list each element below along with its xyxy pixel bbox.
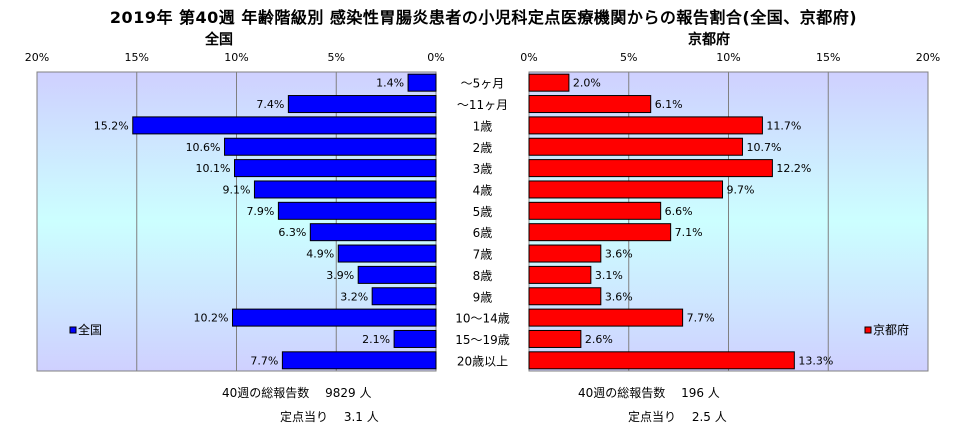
national-bar [309, 223, 437, 242]
national-tick-label: 10% [224, 51, 248, 64]
kyoto-value-label: 3.1% [595, 269, 623, 282]
age-category-label: 4歳 [473, 183, 493, 197]
age-category-label: 5歳 [473, 205, 493, 219]
national-bar [393, 329, 437, 348]
national-value-label: 4.9% [306, 248, 334, 261]
age-category-label: ～5ヶ月 [461, 77, 505, 91]
kyoto-legend-label: 京都府 [873, 322, 909, 337]
national-value-label: 2.1% [362, 333, 390, 346]
age-category-label: 7歳 [473, 248, 493, 262]
national-tick-label: 15% [125, 51, 149, 64]
age-category-label: 8歳 [473, 269, 493, 283]
national-total-reports: 40週の総報告数 9829 人 [222, 386, 372, 400]
age-category-label: 9歳 [473, 290, 493, 304]
kyoto-value-label: 3.6% [605, 248, 633, 261]
national-panel-title: 全国 [205, 32, 233, 48]
kyoto-total-reports: 40週の総報告数 196 人 [578, 386, 720, 400]
kyoto-value-label: 9.7% [727, 183, 755, 196]
chart-title: 2019年 第40週 年齢階級別 感染性胃腸炎患者の小児科定点医療機関からの報告… [109, 8, 858, 27]
kyoto-value-label: 13.3% [798, 354, 833, 367]
kyoto-value-label: 11.7% [766, 119, 801, 132]
age-category-label: 10～14歳 [455, 312, 510, 326]
kyoto-bar [528, 95, 652, 114]
kyoto-tick-label: 0% [520, 51, 537, 64]
kyoto-bar [528, 287, 602, 306]
national-bar [337, 244, 437, 263]
kyoto-tick-label: 15% [816, 51, 840, 64]
national-value-label: 7.7% [250, 354, 278, 367]
kyoto-value-label: 2.0% [573, 77, 601, 90]
national-bar [357, 265, 437, 284]
national-legend-swatch [69, 326, 77, 334]
national-bar [371, 287, 437, 306]
kyoto-value-label: 6.6% [665, 205, 693, 218]
kyoto-bar [528, 308, 684, 327]
national-bar [287, 95, 437, 114]
age-category-label: ～11ヶ月 [457, 98, 508, 112]
age-category-label: 6歳 [473, 226, 493, 240]
national-value-label: 3.2% [340, 290, 368, 303]
national-bar [132, 116, 437, 135]
national-value-label: 9.1% [223, 183, 251, 196]
age-category-label: 20歳以上 [457, 354, 508, 368]
kyoto-bar [528, 201, 662, 220]
kyoto-bar [528, 73, 570, 92]
national-value-label: 1.4% [376, 77, 404, 90]
national-bar [234, 159, 437, 178]
kyoto-bar [528, 116, 763, 135]
kyoto-tick-label: 20% [916, 51, 940, 64]
national-bar [281, 351, 437, 370]
national-bar [232, 308, 437, 327]
kyoto-panel-title: 京都府 [688, 32, 730, 48]
national-per-point: 定点当り 3.1 人 [280, 410, 379, 424]
kyoto-value-label: 12.2% [776, 162, 811, 175]
kyoto-value-label: 10.7% [746, 141, 781, 154]
national-value-label: 7.4% [256, 98, 284, 111]
national-bar [277, 201, 437, 220]
national-value-label: 10.2% [194, 312, 229, 325]
national-value-label: 6.3% [278, 226, 306, 239]
national-value-label: 10.1% [196, 162, 231, 175]
kyoto-value-label: 2.6% [585, 333, 613, 346]
kyoto-value-label: 3.6% [605, 290, 633, 303]
national-legend-label: 全国 [78, 322, 102, 337]
national-value-label: 10.6% [186, 141, 221, 154]
national-tick-label: 20% [25, 51, 49, 64]
kyoto-bar [528, 244, 602, 263]
national-tick-label: 5% [328, 51, 345, 64]
national-bar [407, 73, 437, 92]
kyoto-tick-label: 5% [620, 51, 637, 64]
kyoto-bar [528, 351, 795, 370]
age-category-label: 15～19歳 [455, 333, 510, 347]
kyoto-bar [528, 329, 582, 348]
kyoto-bar [528, 223, 672, 242]
national-value-label: 3.9% [326, 269, 354, 282]
kyoto-value-label: 7.7% [687, 312, 715, 325]
kyoto-legend-swatch [864, 326, 872, 334]
kyoto-value-label: 7.1% [675, 226, 703, 239]
kyoto-bar [528, 265, 592, 284]
kyoto-bar [528, 180, 724, 199]
kyoto-value-label: 6.1% [655, 98, 683, 111]
age-category-label: 1歳 [473, 119, 493, 133]
kyoto-bar [528, 137, 743, 156]
national-bar [224, 137, 437, 156]
kyoto-tick-label: 10% [716, 51, 740, 64]
kyoto-per-point: 定点当り 2.5 人 [628, 410, 727, 424]
national-bar [253, 180, 437, 199]
national-value-label: 7.9% [246, 205, 274, 218]
age-category-label: 3歳 [473, 162, 493, 176]
national-tick-label: 0% [427, 51, 444, 64]
age-category-label: 2歳 [473, 141, 493, 155]
kyoto-bar [528, 159, 773, 178]
national-value-label: 15.2% [94, 119, 129, 132]
